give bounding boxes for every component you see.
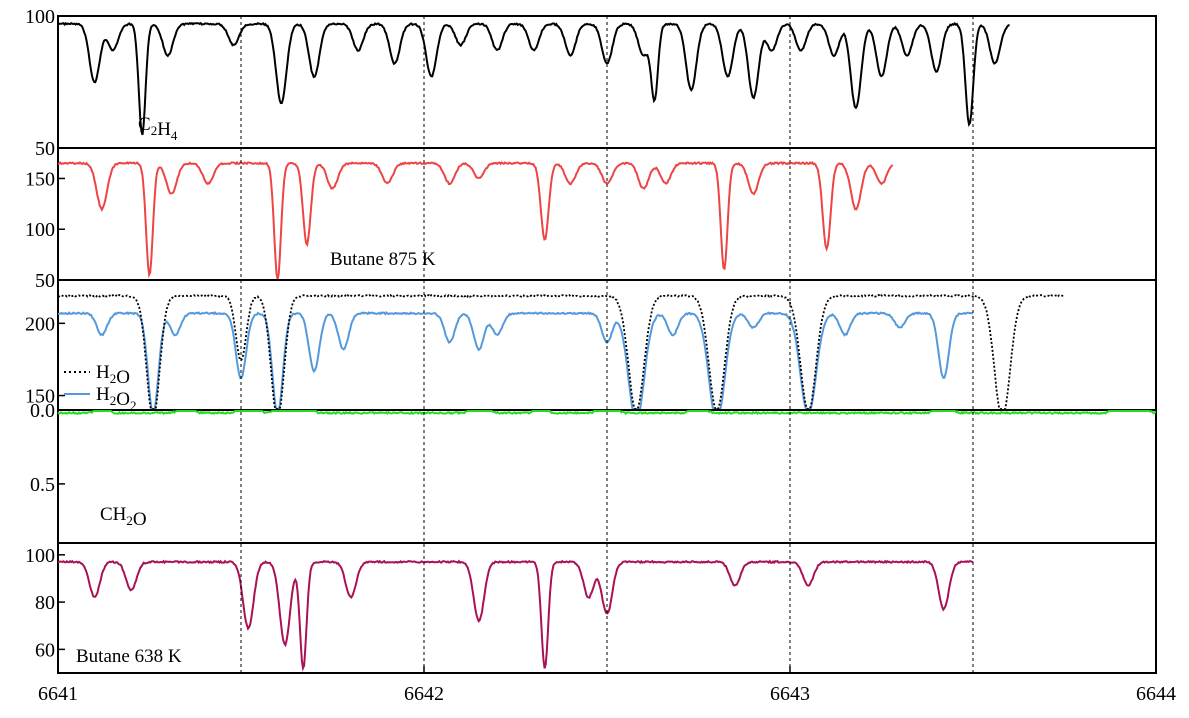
series-line-c2h4 (57, 21, 1010, 136)
y-tick-label: 100 (25, 219, 55, 241)
panel-c2h4: 100 50 C2H4 (25, 6, 1157, 160)
y-tick-label: 100 (25, 545, 55, 567)
y-tick-label: 60 (35, 639, 55, 661)
panel-label: Butane 638 K (76, 646, 182, 667)
panel-butane638: 100 80 60 Butane 638 K (25, 542, 1157, 674)
panel-label: Butane 875 K (330, 249, 436, 270)
y-tick-label: 150 (25, 168, 55, 190)
series-line-butane-638-k (57, 559, 974, 672)
y-tick-label: 50 (35, 138, 55, 160)
x-tick-label: 6641 (38, 683, 78, 705)
legend-label: H2O (96, 362, 130, 388)
series-line-butane-875-k (57, 160, 894, 280)
y-tick-label: 80 (35, 592, 55, 614)
y-tick-label: 50 (35, 270, 55, 292)
legend-label: H2O2 (96, 384, 136, 413)
panel-ch2o: 0.0 0.5 CH2O (30, 400, 1157, 544)
panel-label: C2H4 (138, 114, 178, 143)
y-tick-label: 0.5 (30, 474, 55, 496)
x-tick-label: 6644 (1136, 683, 1176, 705)
panel-butane875: 150 100 50 Butane 875 K (25, 147, 1157, 292)
y-tick-label: 100 (25, 6, 55, 28)
panel-label: CH2O (100, 504, 147, 530)
x-tick-label: 6643 (770, 683, 810, 705)
series-line-h2o (57, 293, 1065, 410)
y-tick-label: 200 (25, 313, 55, 335)
panel-frame (57, 409, 1157, 544)
y-tick-label: 150 (25, 386, 55, 408)
series-line-h2o2 (57, 311, 973, 410)
x-tick-label: 6642 (404, 683, 444, 705)
y-tick-label: 0.0 (30, 400, 55, 422)
